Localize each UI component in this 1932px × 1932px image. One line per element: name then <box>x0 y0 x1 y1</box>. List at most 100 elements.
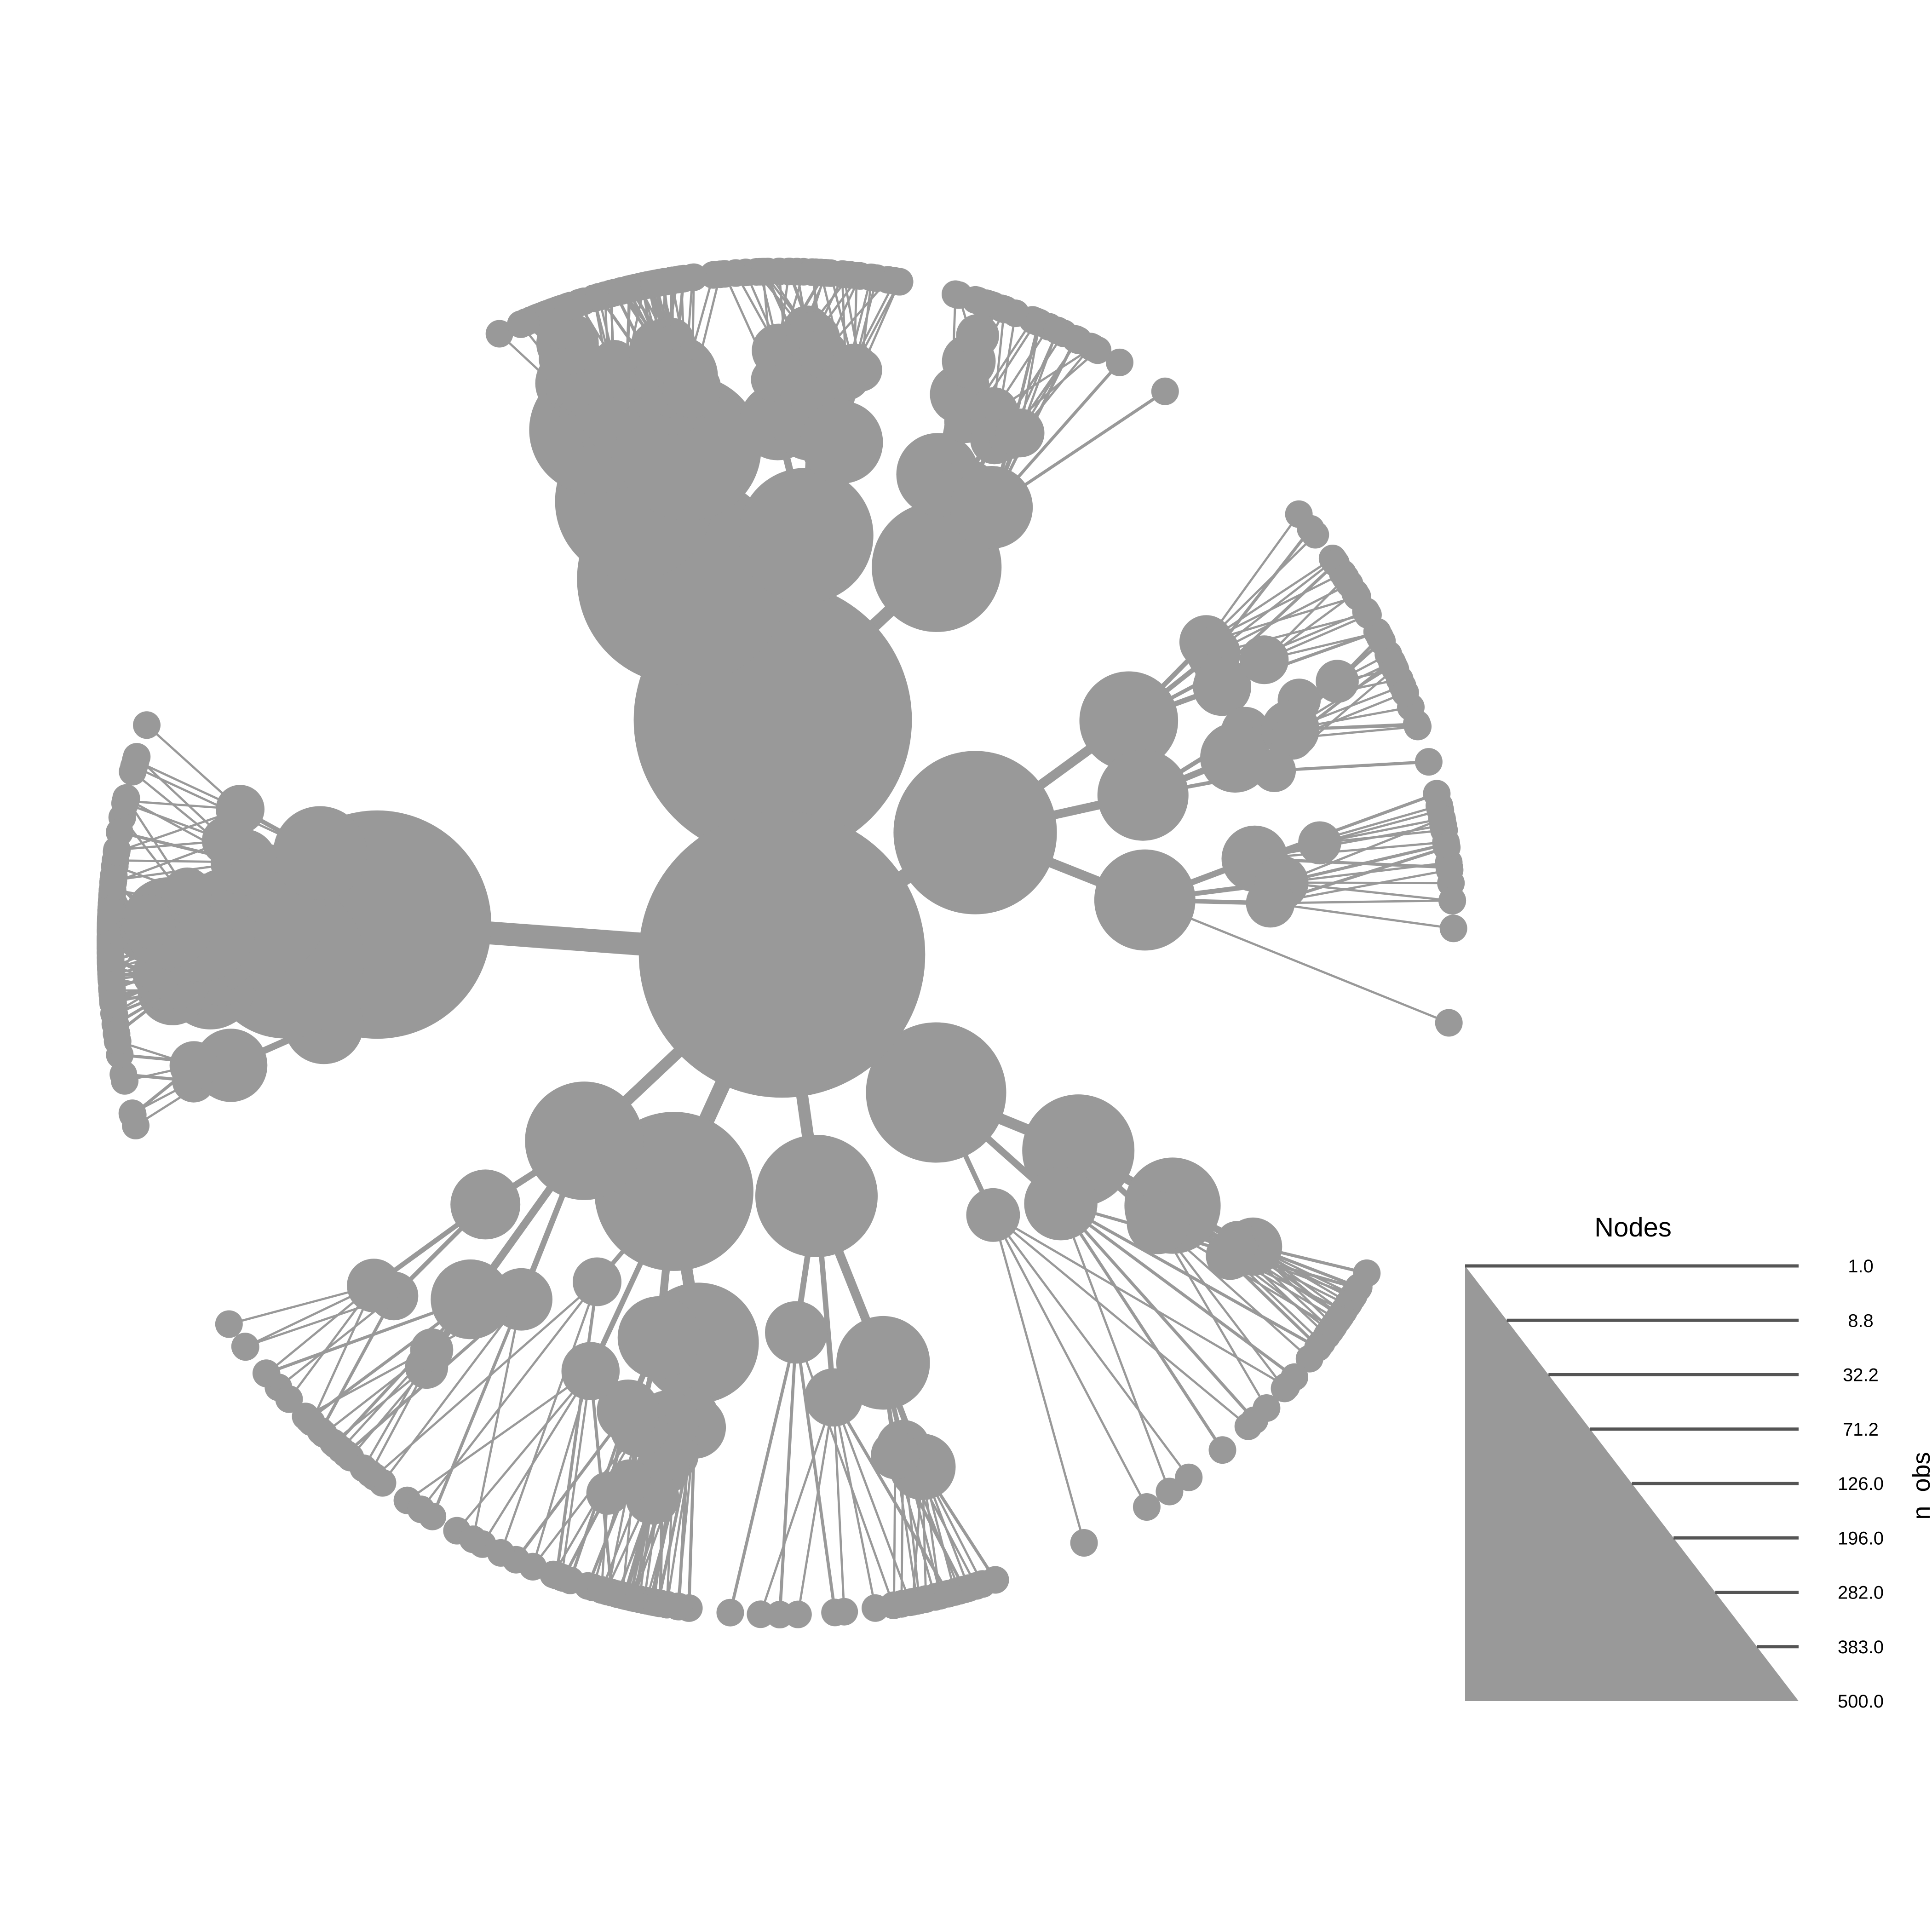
tree-node <box>1404 713 1432 741</box>
tree-node <box>800 401 883 484</box>
tree-node <box>950 466 1033 549</box>
tree-node <box>1127 1191 1190 1254</box>
tree-node <box>716 1598 744 1627</box>
tree-node <box>1436 856 1464 884</box>
tree-node <box>103 1020 131 1048</box>
legend-tick-label: 196.0 <box>1838 1528 1884 1548</box>
tree-edge <box>431 1298 523 1518</box>
tree-node <box>871 1430 920 1479</box>
tree-edge <box>832 1396 877 1610</box>
tree-edge <box>992 1213 1250 1428</box>
tree-node <box>119 1101 147 1129</box>
tree-node <box>1079 671 1179 770</box>
tree-node <box>1070 1529 1098 1557</box>
tree-edge <box>1059 1202 1224 1452</box>
tree-node <box>298 1409 326 1436</box>
tree-node <box>829 260 857 288</box>
tree-node <box>858 264 886 292</box>
tree-node <box>597 1380 660 1442</box>
tree-node <box>1097 749 1189 841</box>
tree-node <box>738 468 874 603</box>
tree-node <box>1024 1167 1098 1241</box>
tree-node <box>275 1385 303 1413</box>
tree-edge <box>832 1396 950 1595</box>
tree-node <box>1366 623 1394 651</box>
tree-node <box>663 359 721 418</box>
legend-tick-label: 500.0 <box>1838 1691 1884 1712</box>
tree-node <box>886 268 914 296</box>
tree-node <box>1106 348 1133 376</box>
tree-node <box>755 1135 878 1257</box>
tree-node <box>1206 1231 1255 1280</box>
legend-tick-label: 32.2 <box>1843 1365 1879 1386</box>
legend-tick-label: 1.0 <box>1848 1256 1874 1276</box>
tree-node <box>804 1368 863 1427</box>
tree-node <box>215 1310 243 1338</box>
tree-edge <box>500 1281 598 1554</box>
tree-node <box>1381 655 1409 683</box>
tree-node <box>1304 1334 1332 1362</box>
tree-node <box>1133 1493 1161 1521</box>
legend-tick-label: 126.0 <box>1838 1474 1884 1494</box>
tree-node <box>97 964 125 992</box>
tree-node <box>747 1600 775 1628</box>
tree-node <box>598 1579 626 1607</box>
tree-node <box>1297 515 1325 543</box>
tree-node <box>216 785 264 834</box>
tree-edge <box>778 1331 798 1616</box>
tree-node <box>487 1539 515 1567</box>
tree-node <box>658 266 685 294</box>
tree-node <box>776 258 804 286</box>
tree-node <box>350 1454 378 1482</box>
tree-node <box>111 1067 139 1095</box>
tree-node <box>1318 1314 1346 1342</box>
tree-node <box>1272 1372 1300 1400</box>
tree-node <box>1433 834 1461 862</box>
tree-node <box>163 867 212 916</box>
tree-node <box>1240 635 1289 684</box>
tree-node <box>880 1591 907 1619</box>
tree-node <box>866 1022 1006 1163</box>
tree-edge <box>555 1280 599 1577</box>
tree-edge <box>1280 817 1443 884</box>
tree-edge <box>1280 881 1454 902</box>
tree-node <box>839 348 882 392</box>
tree-node <box>1435 1009 1463 1037</box>
tree-node <box>1094 849 1196 951</box>
tree-node <box>1344 1274 1372 1302</box>
tree-edge <box>481 1370 592 1546</box>
tree-node <box>617 275 644 303</box>
tree-node <box>1175 1463 1203 1491</box>
tree-node <box>485 320 513 348</box>
tree-node <box>542 1562 570 1590</box>
tree-node <box>431 1259 511 1340</box>
tree-edge <box>560 1370 592 1579</box>
tree-node <box>1001 299 1029 328</box>
tree-node <box>1271 716 1314 760</box>
tree-node <box>133 711 161 739</box>
tree-node <box>821 1598 849 1627</box>
tree-node <box>169 1041 218 1090</box>
legend-ticks: 1.0 8.8 32.2 71.2 126.0 196.0 282.0 383.0 500.0 <box>1465 1256 1884 1712</box>
tree-edge <box>794 1331 837 1614</box>
tree-node <box>1316 660 1359 703</box>
tree-node <box>112 787 139 815</box>
tree-node <box>253 1360 281 1387</box>
tree-node <box>617 1296 701 1379</box>
tree-node <box>592 340 636 383</box>
tree-node <box>1439 914 1467 943</box>
tree-node <box>561 1342 620 1400</box>
tree-edge <box>1059 1202 1296 1379</box>
tree-node <box>512 308 540 336</box>
tree-node <box>525 1081 644 1200</box>
tree-node <box>419 1502 447 1530</box>
tree-node <box>573 1257 621 1306</box>
tree-node <box>103 838 131 866</box>
tree-node <box>231 1333 259 1361</box>
tree-node <box>347 1259 401 1313</box>
tree-edge <box>1059 1202 1320 1350</box>
tree-edge <box>832 1396 911 1604</box>
tree-edge <box>1143 792 1438 902</box>
